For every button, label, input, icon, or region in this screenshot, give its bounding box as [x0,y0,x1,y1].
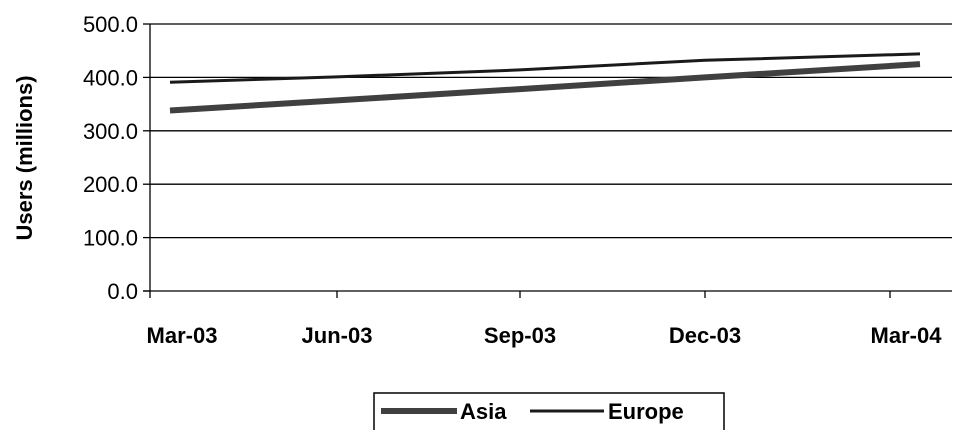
series-line-europe [169,52,921,84]
x-tick-label: Jun-03 [302,323,373,348]
y-tick-labels: 0.0 100.0 200.0 300.0 400.0 500.0 [83,12,138,304]
series-lines [169,52,921,114]
y-tick-label: 200.0 [83,172,138,197]
x-tick-label: Dec-03 [669,323,741,348]
legend: Asia Europe [373,392,725,430]
legend-label-asia: Asia [460,399,507,424]
y-tick-label: 100.0 [83,226,138,251]
x-tick-labels: Mar-03 Jun-03 Sep-03 Dec-03 Mar-04 [147,323,943,348]
x-tick-label: Mar-04 [871,323,943,348]
y-tick-label: 300.0 [83,119,138,144]
y-tick-label: 400.0 [83,65,138,90]
axes [143,23,952,298]
x-tick-label: Sep-03 [484,323,556,348]
y-tick-label: 0.0 [107,279,138,304]
x-tick-label: Mar-03 [147,323,218,348]
series-line-asia [169,61,921,114]
legend-label-europe: Europe [608,399,684,424]
y-tick-label: 500.0 [83,12,138,37]
y-axis-title: Users (millions) [12,75,37,240]
